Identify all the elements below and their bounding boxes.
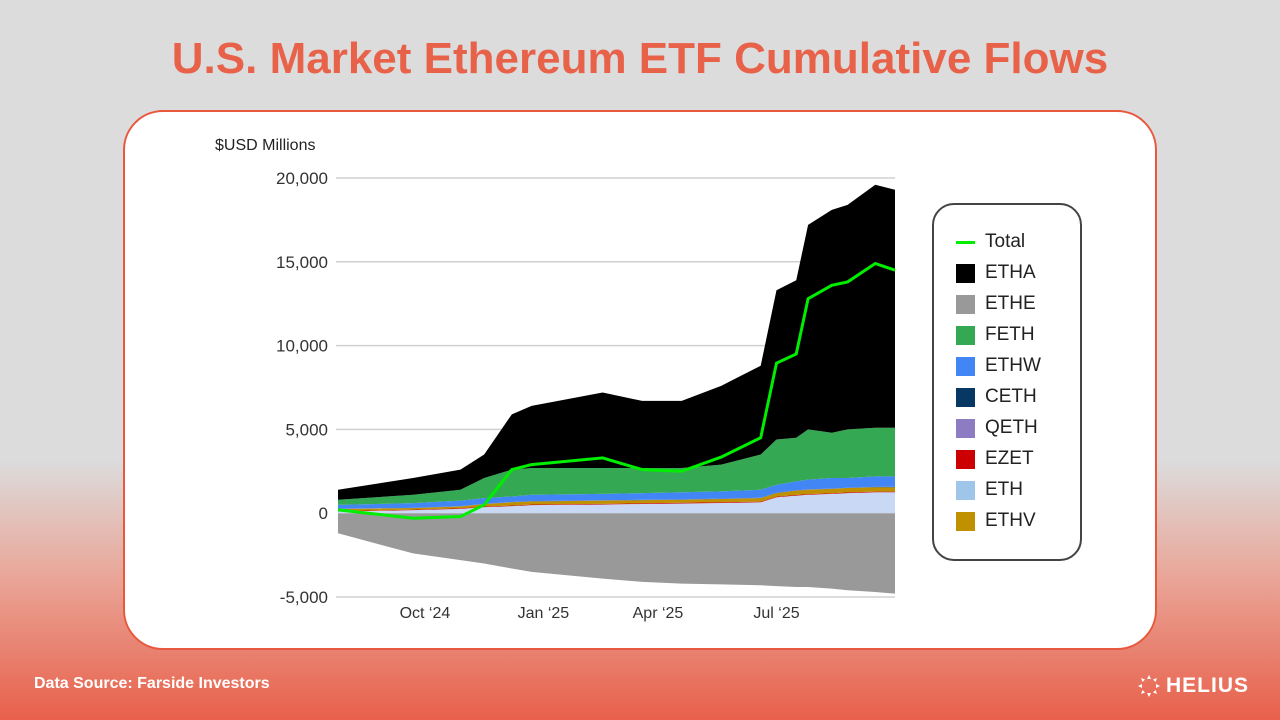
legend-label: ETHE <box>985 293 1036 314</box>
y-axis-label: $USD Millions <box>215 137 315 154</box>
legend-swatch <box>956 418 975 438</box>
data-source: Data Source: Farside Investors <box>34 675 270 692</box>
legend-label: QETH <box>985 417 1038 438</box>
legend-item-etha: ETHA <box>956 261 1036 285</box>
x-tick-label: Apr ‘25 <box>633 605 684 622</box>
legend-label: ETHV <box>985 510 1036 531</box>
chart-legend: Total ETHA ETHE FETH ETHW CETH QETH EZET ETH ETHV <box>932 203 1082 561</box>
line-total <box>337 261 896 520</box>
y-tick-label: 5,000 <box>285 420 328 439</box>
x-tick-label: Jul ‘25 <box>753 605 799 622</box>
page-title: U.S. Market Ethereum ETF Cumulative Flow… <box>171 34 1109 83</box>
legend-swatch <box>956 240 975 244</box>
area-ethe <box>338 513 895 594</box>
x-tick-label: Oct ‘24 <box>400 605 451 622</box>
legend-label: Total <box>985 231 1026 252</box>
legend-swatch <box>956 356 975 376</box>
legend-swatch <box>956 449 975 469</box>
y-tick-label: 10,000 <box>276 337 328 356</box>
legend-label: ETHA <box>985 262 1036 283</box>
y-tick-label: 15,000 <box>276 253 328 272</box>
legend-item-total: Total <box>956 230 1025 254</box>
legend-item-ethv: ETHV <box>956 509 1036 533</box>
area-ethw <box>338 476 895 509</box>
legend-swatch <box>956 511 975 531</box>
legend-swatch <box>956 387 975 407</box>
y-tick-label: 0 <box>319 504 328 523</box>
legend-swatch <box>956 480 975 500</box>
area-etha <box>338 184 895 500</box>
x-tick-label: Jan ‘25 <box>518 605 570 622</box>
legend-label: EZET <box>985 448 1034 469</box>
helius-logo: HELIUS <box>1138 674 1249 698</box>
legend-item-eth: ETH <box>956 478 1023 502</box>
legend-label: ETH <box>985 479 1023 500</box>
legend-item-ezet: EZET <box>956 447 1034 471</box>
legend-swatch <box>956 294 975 314</box>
area-feth <box>338 427 895 505</box>
legend-item-ceth: CETH <box>956 385 1037 409</box>
y-tick-label: 20,000 <box>276 169 328 188</box>
legend-item-qeth: QETH <box>956 416 1038 440</box>
legend-swatch <box>956 325 975 345</box>
legend-item-ethe: ETHE <box>956 292 1036 316</box>
legend-item-ethw: ETHW <box>956 354 1041 378</box>
area-ethv <box>338 487 895 512</box>
legend-label: CETH <box>985 386 1037 407</box>
brand-name: HELIUS <box>1166 674 1250 697</box>
legend-swatch <box>956 263 975 283</box>
sun-logo-icon <box>1138 675 1160 697</box>
y-tick-label: -5,000 <box>280 588 328 607</box>
legend-label: ETHW <box>985 355 1041 376</box>
legend-label: FETH <box>985 324 1035 345</box>
legend-item-feth: FETH <box>956 323 1035 347</box>
